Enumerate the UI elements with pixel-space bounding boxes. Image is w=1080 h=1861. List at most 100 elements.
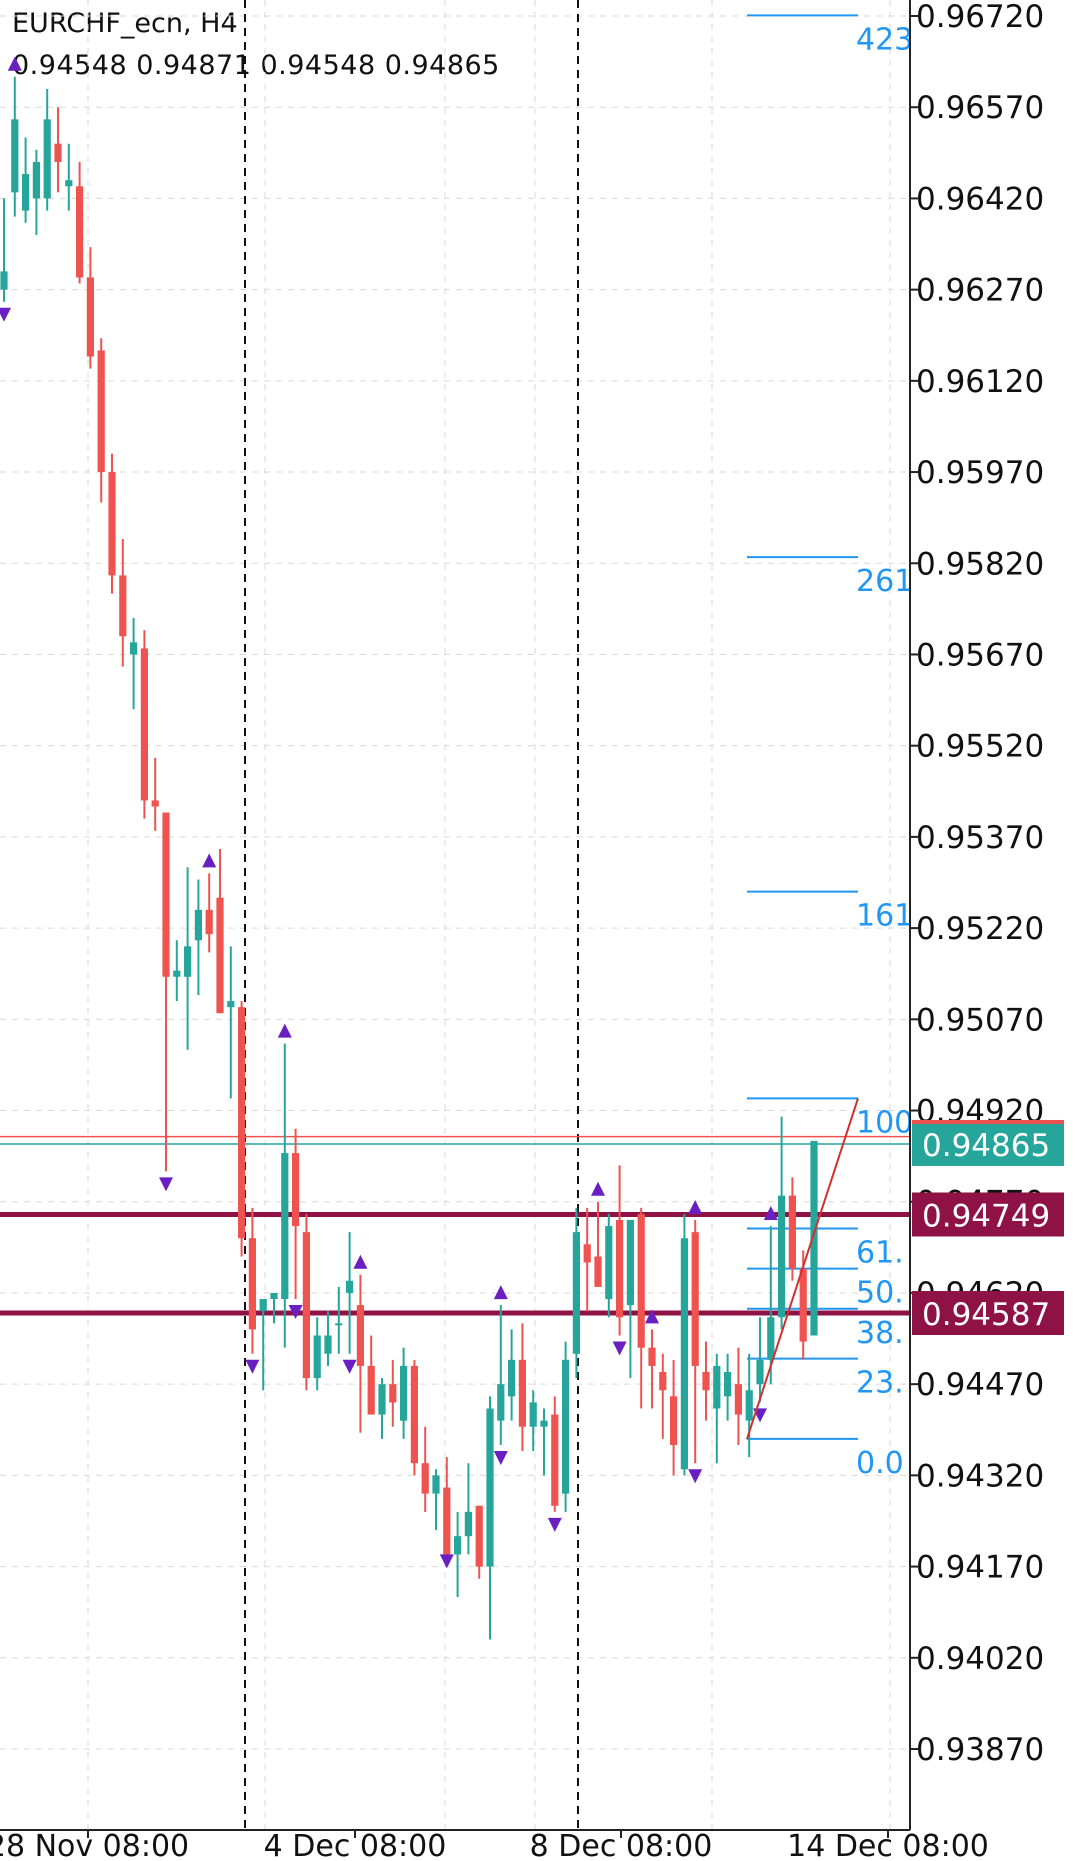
candle (378, 1378, 386, 1439)
candle (778, 1116, 786, 1330)
candle (356, 1274, 364, 1433)
fib-trend-line (746, 1098, 859, 1440)
fractal-up-marker (645, 1309, 659, 1324)
time-axis-label: 28 Nov 08:00 (0, 1829, 189, 1861)
candle (724, 1353, 732, 1421)
candle-body (65, 180, 73, 187)
candle (400, 1347, 408, 1439)
candle (626, 1219, 634, 1379)
price-axis-label: 0.93870 (916, 1732, 1044, 1768)
candle-body (637, 1213, 645, 1348)
candle (810, 1140, 818, 1336)
candle (324, 1311, 332, 1366)
level-price-tag: 0.94587 (922, 1297, 1050, 1333)
candle-body (151, 800, 159, 807)
candle (0, 198, 8, 302)
candle (454, 1511, 462, 1597)
candle-body (22, 174, 30, 211)
fractal-down-marker (688, 1469, 703, 1484)
grid (0, 0, 910, 1830)
time-axis-label: 14 Dec 08:00 (787, 1829, 989, 1861)
ask-tag-stripe (912, 1119, 1064, 1124)
candle-body (518, 1359, 526, 1427)
candle-body (97, 350, 105, 473)
candle-body (292, 1153, 300, 1227)
price-axis-label: 0.95070 (916, 1002, 1044, 1038)
candle (583, 1207, 591, 1312)
candle (119, 538, 127, 667)
fib-level-label: 423 (856, 22, 913, 57)
candle-body (184, 946, 192, 977)
price-axis-label: 0.94020 (916, 1641, 1044, 1677)
candle (562, 1341, 570, 1512)
candle (302, 1213, 310, 1391)
fractal-up-marker (353, 1254, 368, 1269)
price-axis-label: 0.94470 (916, 1367, 1044, 1403)
candle (130, 617, 138, 710)
candle-body (724, 1371, 732, 1397)
candle (594, 1201, 602, 1287)
fractal-up-marker (591, 1181, 605, 1196)
candle (173, 940, 181, 1002)
candle-body (432, 1475, 440, 1494)
candle (702, 1341, 710, 1421)
candle-body (389, 1384, 397, 1403)
candle (313, 1317, 321, 1391)
fractal-up-marker (202, 853, 217, 868)
candle-body (605, 1226, 613, 1300)
candle (76, 161, 84, 284)
candle-body (486, 1408, 494, 1567)
candle-body (86, 277, 94, 357)
fib-level-label: 50. (856, 1276, 904, 1311)
candle-body (659, 1371, 667, 1391)
candle-body (702, 1371, 710, 1391)
candle-body (551, 1414, 559, 1506)
candle (475, 1505, 483, 1579)
candle-body (54, 143, 62, 162)
candle-body (76, 186, 84, 278)
candle-body (108, 472, 116, 576)
fractal-up-marker (493, 1285, 508, 1300)
candle-body (0, 271, 8, 290)
candle (713, 1353, 721, 1464)
chart-title: EURCHF_ecn, H4 (12, 8, 238, 39)
fractal-down-marker (547, 1517, 562, 1532)
candle-body (43, 119, 51, 199)
candle (259, 1299, 267, 1391)
candle (335, 1286, 343, 1354)
fib-level-label: 0.0 (856, 1446, 904, 1481)
candle (767, 1226, 775, 1385)
fractal-down-marker (342, 1359, 357, 1374)
candle-body (464, 1511, 472, 1537)
price-axis-label: 0.96720 (916, 0, 1044, 35)
candle-body (119, 575, 127, 637)
price-axis-label: 0.96420 (916, 181, 1044, 217)
fib-level-label: 100 (856, 1105, 913, 1140)
candle-body (248, 1238, 256, 1330)
price-axis-label: 0.94320 (916, 1458, 1044, 1494)
candle (248, 1207, 256, 1354)
candle (616, 1165, 624, 1336)
candle-body (670, 1396, 678, 1445)
candle (648, 1329, 656, 1409)
fractal-down-marker (159, 1177, 173, 1192)
candle (497, 1305, 505, 1445)
candle-body (788, 1195, 796, 1269)
candle (518, 1323, 526, 1452)
candle-body (173, 970, 181, 977)
ohlc-readout: 0.94548 0.94871 0.94548 0.94865 (12, 50, 500, 81)
fractal-down-marker (0, 307, 11, 322)
candle-body (205, 909, 213, 935)
candle (270, 1292, 278, 1324)
fib-level-label: 61. (856, 1235, 904, 1270)
candle (97, 338, 105, 503)
candle-body (410, 1365, 418, 1464)
candles (0, 76, 818, 1640)
candle-body (443, 1487, 451, 1555)
candle (464, 1463, 472, 1555)
candle-body (356, 1305, 364, 1366)
candle (22, 137, 30, 223)
candle (529, 1390, 537, 1452)
candle-body (583, 1244, 591, 1263)
